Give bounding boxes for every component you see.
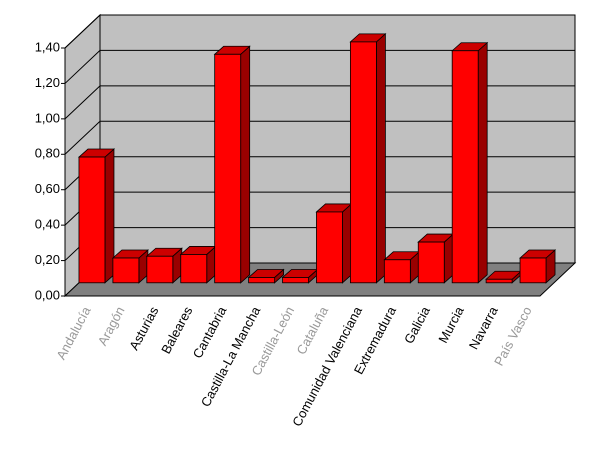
bars <box>77 32 557 284</box>
x-tick-label: Murcia <box>435 303 467 345</box>
bar-side <box>477 41 488 284</box>
x-tick-label: Aragón <box>95 304 128 348</box>
bar <box>383 259 411 284</box>
x-tick-label: Galicia <box>401 303 433 346</box>
bar <box>316 211 343 284</box>
grid-line <box>64 49 575 84</box>
x-tick-label: Andalucía <box>53 303 94 362</box>
x-tick-label: Navarra <box>466 303 501 352</box>
bar <box>146 255 174 284</box>
y-tick-label: 1,20 <box>35 75 60 90</box>
y-tick-label: 1,00 <box>35 110 60 125</box>
x-tick-label: Baleares <box>158 304 196 357</box>
bar <box>451 50 479 284</box>
y-tick-label: 0,40 <box>35 217 60 232</box>
bar <box>485 278 513 284</box>
y-tick-label: 0,00 <box>35 287 60 302</box>
bar <box>180 254 208 284</box>
bar <box>112 257 140 284</box>
bar <box>417 241 445 284</box>
bar <box>519 257 547 284</box>
bar-side <box>240 45 251 284</box>
grid-line <box>64 14 575 49</box>
y-tick-label: 1,40 <box>35 39 60 54</box>
bar-side <box>375 32 386 284</box>
bar <box>282 277 309 284</box>
grid-line <box>64 85 575 120</box>
y-tick-label: 0,60 <box>35 181 60 196</box>
y-tick-label: 0,20 <box>35 252 60 267</box>
x-tick-label: Asturias <box>126 304 162 353</box>
bar <box>349 41 377 284</box>
grid-line <box>64 120 575 155</box>
x-tick-label: Cataluña <box>293 303 331 357</box>
bar <box>248 277 276 284</box>
y-tick-label: 0,80 <box>35 146 60 161</box>
bar <box>78 156 106 284</box>
bar <box>214 53 242 284</box>
